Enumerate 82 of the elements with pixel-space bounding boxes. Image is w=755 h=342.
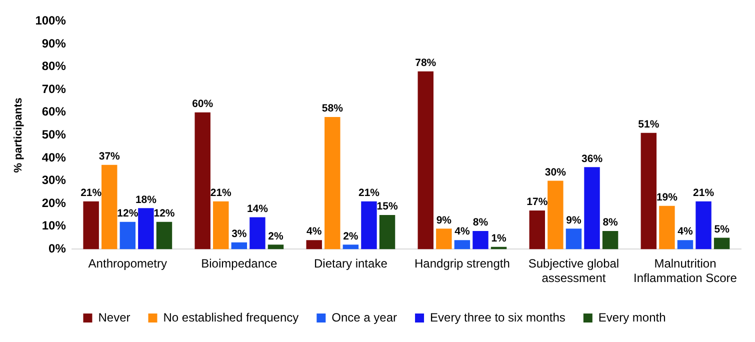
bar [472, 230, 488, 250]
bar [213, 201, 229, 250]
bar [602, 230, 618, 250]
x-tick-label: Bioimpedance [201, 256, 278, 271]
bar [101, 164, 118, 250]
bar [640, 132, 657, 250]
data-label: 58% [322, 102, 344, 115]
data-label: 19% [656, 192, 678, 204]
bar [306, 240, 322, 250]
bar [324, 116, 340, 250]
data-label: 51% [638, 118, 660, 131]
data-label: 14% [246, 202, 269, 215]
data-label: 4% [454, 226, 470, 238]
legend-label: Once a year [332, 310, 398, 324]
x-tick-label: Handgrip strength [414, 256, 510, 271]
bar [379, 215, 396, 250]
y-tick-label: 90% [42, 36, 66, 50]
y-tick-label: 50% [42, 128, 66, 142]
data-label: 12% [154, 207, 176, 220]
bar [529, 210, 546, 250]
x-tick-label: Malnutrition Inflammation Score [634, 256, 738, 286]
y-tick-label: 0% [48, 242, 66, 256]
bar [677, 240, 694, 250]
bar [584, 167, 600, 250]
data-label: 17% [526, 196, 548, 208]
data-label: 9% [566, 214, 582, 226]
data-label: 4% [678, 226, 694, 238]
data-label: 15% [376, 200, 398, 213]
bar [659, 206, 675, 250]
bar [83, 201, 99, 250]
data-label: 36% [582, 152, 604, 165]
data-label: 8% [472, 216, 489, 229]
data-label: 3% [232, 228, 248, 240]
bar [361, 201, 377, 250]
x-tick-label: Dietary intake [314, 256, 388, 271]
bar [566, 228, 582, 250]
data-label: 9% [436, 214, 452, 226]
data-label: 21% [358, 186, 380, 199]
bar [454, 240, 470, 250]
y-tick-label: 20% [42, 196, 66, 210]
bar [714, 238, 730, 250]
bar [250, 217, 266, 250]
y-tick-label: 30% [42, 173, 66, 188]
data-label: 12% [117, 207, 139, 220]
bar [120, 222, 136, 250]
data-label: 21% [693, 186, 715, 199]
legend-label: Every three to six months [430, 310, 566, 324]
y-tick-label: 60% [42, 104, 66, 119]
x-tick-label: Anthropometry [88, 256, 167, 271]
bar [436, 228, 452, 250]
x-tick-label: Subjective global assessment [528, 256, 620, 286]
data-label: 4% [306, 226, 322, 238]
y-tick-label: 40% [42, 150, 66, 164]
bar [696, 201, 712, 250]
bar [156, 222, 172, 250]
legend-label: No established frequency [163, 310, 299, 324]
y-axis-title: % participants [12, 98, 25, 173]
bar [268, 244, 284, 250]
data-label: 2% [343, 230, 359, 242]
data-label: 37% [98, 150, 121, 162]
data-label: 1% [491, 232, 508, 245]
legend-label: Never [98, 310, 130, 324]
data-label: 21% [210, 186, 232, 199]
y-tick-label: 70% [42, 82, 66, 96]
bar [548, 180, 564, 250]
bar [138, 208, 154, 250]
data-label: 60% [192, 98, 214, 110]
data-label: 21% [80, 186, 102, 199]
data-label: 8% [602, 216, 619, 229]
data-label: 78% [415, 57, 437, 69]
data-label: 18% [135, 194, 158, 206]
legend-label: Every month [598, 310, 666, 324]
y-tick-label: 100% [35, 14, 66, 28]
data-label: 30% [544, 166, 567, 178]
bar [194, 112, 210, 250]
y-tick-label: 80% [42, 59, 66, 74]
bar [231, 242, 248, 250]
bar [342, 244, 359, 250]
data-label: 5% [714, 223, 730, 236]
data-label: 2% [268, 230, 284, 242]
bar [418, 71, 434, 250]
y-tick-label: 10% [42, 218, 66, 233]
